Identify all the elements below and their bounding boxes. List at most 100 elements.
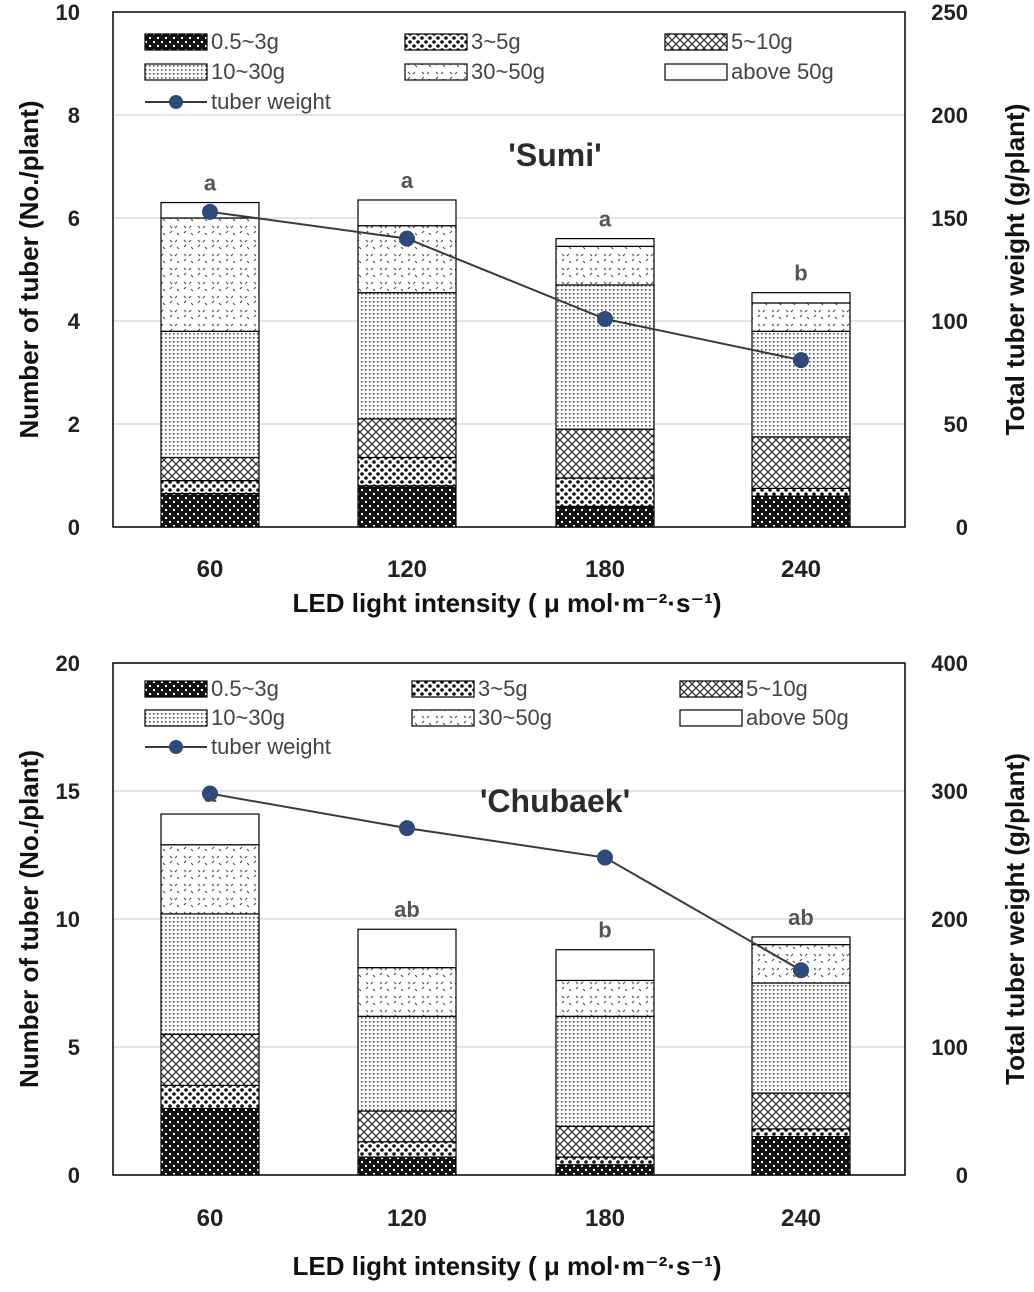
y2-tick-label: 100 (931, 309, 968, 334)
significance-label: b (598, 918, 611, 943)
bar-segment-5-10g-60 (160, 1033, 260, 1086)
bar-segment-5-10g-60 (160, 456, 260, 482)
tuber-weight-line (209, 792, 802, 972)
bar-segment-5-10g-120 (357, 1110, 457, 1143)
bar-segment-above-50g-120 (357, 199, 457, 227)
bar-segment-3-5g-240 (751, 487, 851, 497)
legend-swatch-0-5-3g (144, 33, 208, 51)
y-tick-label: 4 (68, 309, 81, 334)
tuber-weight-point (399, 230, 415, 247)
tuber-weight-point (202, 785, 218, 802)
x-tick-label: 180 (585, 556, 625, 583)
bar-segment-above-50g-60 (160, 813, 260, 846)
x-tick-label: 60 (197, 556, 224, 583)
x-tick-label: 180 (585, 1205, 625, 1232)
bar-segment-5-10g-240 (751, 436, 851, 489)
bar-segment-above-50g-180 (555, 238, 655, 247)
tuber-weight-point (793, 352, 809, 369)
y-tick-label: 20 (56, 651, 80, 676)
bar-segment-5-10g-240 (751, 1092, 851, 1130)
y2-tick-label: 150 (931, 206, 968, 231)
y-tick-label: 8 (68, 103, 80, 128)
bar-segment-0-5-3g-240 (751, 1135, 851, 1176)
y-tick-label: 0 (68, 515, 80, 540)
x-tick-label: 60 (197, 1205, 224, 1232)
tuber-weight-line (209, 210, 802, 362)
tuber-weight-point (793, 962, 809, 979)
legend-swatch-5-10g (664, 33, 728, 51)
y2-tick-label: 300 (931, 779, 968, 804)
x-tick-label: 120 (387, 556, 427, 583)
legend-swatch-3-5g (404, 33, 468, 51)
bar-segment-above-50g-240 (751, 292, 851, 304)
bar-segment-above-50g-240 (751, 936, 851, 946)
legend-label: 3~5g (471, 29, 521, 54)
legend-label: 30~50g (471, 59, 545, 84)
tuber-weight-point (202, 203, 218, 220)
bar-segment-30-50g-180 (555, 245, 655, 286)
significance-label: a (401, 168, 414, 193)
significance-label: b (794, 261, 807, 286)
legend-label: tuber weight (211, 734, 331, 759)
bar-segment-30-50g-60 (160, 217, 260, 332)
legend-swatch-3-5g (411, 680, 475, 698)
bar-segment-5-10g-180 (555, 428, 655, 479)
legend-label: 0.5~3g (211, 676, 279, 701)
y2-tick-label: 400 (931, 651, 968, 676)
legend-swatch-above-50g (679, 709, 743, 727)
plot-area (112, 662, 906, 1176)
bar-segment-0-5-3g-180 (555, 505, 655, 528)
bar-segment-10-30g-120 (357, 292, 457, 420)
y-tick-label: 10 (56, 907, 80, 932)
legend-label: tuber weight (211, 89, 331, 114)
bar-segment-3-5g-180 (555, 1156, 655, 1166)
panel-title: 'Chubaek' (480, 783, 630, 819)
legend: 0.5~3g 3~5g 5~10g 10~30g 30~50g above 50g tube… (144, 29, 834, 114)
legend-label: 10~30g (211, 59, 285, 84)
panel-title: 'Sumi' (508, 137, 601, 173)
bar-segment-3-5g-240 (751, 1128, 851, 1138)
bar-segment-0-5-3g-120 (357, 1156, 457, 1176)
bar-segment-30-50g-180 (555, 979, 655, 1017)
bar-segment-3-5g-120 (357, 456, 457, 487)
legend-marker-tuber-weight (169, 95, 183, 109)
y2-axis-title: Total tuber weight (g/plant) (1000, 753, 1030, 1085)
bar-segment-3-5g-120 (357, 1141, 457, 1158)
legend-label: 10~30g (211, 705, 285, 730)
bar-segment-0-5-3g-60 (160, 1107, 260, 1176)
y-tick-label: 6 (68, 206, 80, 231)
bar-segment-10-30g-180 (555, 1015, 655, 1127)
y-tick-label: 5 (68, 1035, 80, 1060)
significance-label: a (599, 207, 612, 232)
bar-segment-0-5-3g-180 (555, 1164, 655, 1176)
legend-swatch-10-30g (144, 709, 208, 727)
bar-segment-3-5g-60 (160, 1084, 260, 1110)
legend-label: 0.5~3g (211, 29, 279, 54)
y-axis-title: Number of tuber (No./plant) (14, 750, 44, 1088)
significance-label: ab (788, 905, 814, 930)
x-tick-label: 240 (781, 556, 821, 583)
legend-label: above 50g (746, 705, 849, 730)
y2-tick-label: 200 (931, 907, 968, 932)
legend-swatch-5-10g (679, 680, 743, 698)
bar-segment-10-30g-120 (357, 1015, 457, 1112)
bar-segment-10-30g-180 (555, 284, 655, 430)
legend-label: 30~50g (478, 705, 552, 730)
bar-segment-0-5-3g-240 (751, 495, 851, 528)
bar-segment-0-5-3g-120 (357, 485, 457, 528)
bar-segment-30-50g-120 (357, 967, 457, 1017)
x-axis-title: LED light intensity ( μ mol·m⁻²·s⁻¹) (293, 1251, 722, 1281)
legend-label: 3~5g (478, 676, 528, 701)
legend-marker-tuber-weight (169, 740, 183, 754)
significance-label: ab (394, 897, 420, 922)
plot-area (112, 11, 906, 528)
y2-tick-label: 0 (956, 1163, 968, 1188)
bar-segment-above-50g-180 (555, 949, 655, 982)
y2-tick-label: 0 (956, 515, 968, 540)
y-tick-label: 10 (56, 0, 80, 25)
x-tick-label: 120 (387, 1205, 427, 1232)
tuber-weight-point (399, 820, 415, 837)
x-tick-label: 240 (781, 1205, 821, 1232)
y2-tick-label: 50 (944, 412, 968, 437)
chart-panel-2: 051015200100200300400a60ab120b180ab240'C… (14, 651, 1030, 1281)
